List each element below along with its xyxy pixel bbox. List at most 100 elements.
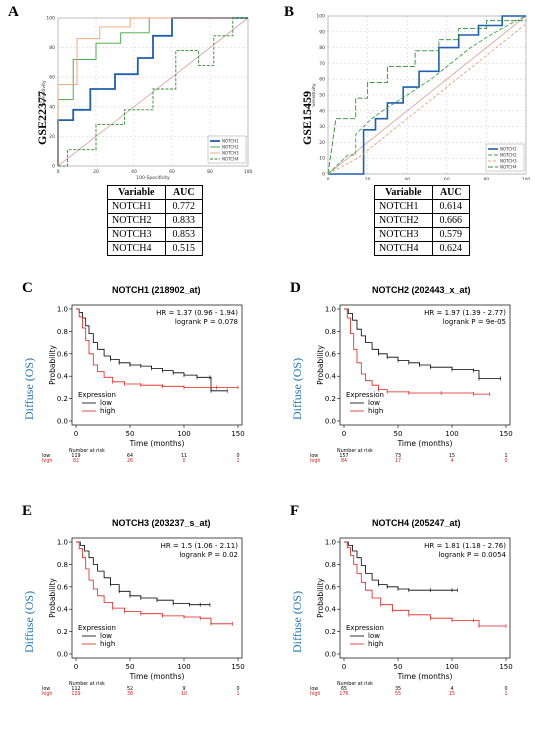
risk-count-high: 0 [182, 458, 185, 464]
risk-count-high: 10 [181, 691, 187, 697]
x-tick-label: 100 [244, 169, 253, 175]
y-axis-label: Probability [48, 578, 57, 618]
legend-entry: NOTCH4 [222, 157, 239, 162]
y-tick-label: 80 [49, 45, 55, 51]
legend-entry: NOTCH1 [222, 139, 239, 144]
risk-count-low: 1 [504, 453, 507, 459]
x-tick-label: 50 [126, 430, 135, 438]
series-line-notch2 [57, 17, 248, 166]
y-tick-label: 40 [49, 104, 55, 110]
risk-count-high: 176 [339, 691, 348, 697]
risk-count-low: 112 [71, 686, 80, 692]
legend-entry: NOTCH4 [500, 165, 517, 170]
hazard-ratio: HR = 1.37 (0.96 - 1.94) [156, 309, 238, 317]
risk-count-low: 65 [341, 686, 347, 692]
legend-entry-high: high [100, 640, 115, 648]
x-tick-label: 80 [484, 177, 490, 180]
legend-entry-high: high [368, 640, 383, 648]
roc-chart-a: 0 20 40 60 80 100 0 20 40 60 80 100 100-Specificity S… [41, 16, 253, 181]
legend-title: Expression [346, 391, 384, 399]
variable-cell: NOTCH2 [374, 213, 433, 228]
y-tick-label: 90 [319, 29, 325, 35]
series-line-notch1 [57, 17, 248, 166]
logrank-p: logrank P = 0.0054 [438, 551, 506, 559]
x-tick-label: 100 [445, 430, 458, 438]
y-tick-label: 50 [319, 93, 325, 99]
auc-header-variable: Variable [374, 185, 433, 200]
auc-header-auc: AUC [431, 185, 471, 200]
x-tick-label: 150 [231, 663, 244, 671]
legend-entry-high: high [100, 407, 115, 415]
auc-table-header: Variable AUC [374, 185, 471, 200]
risk-count-low: 4 [450, 686, 453, 692]
plot-frame [339, 537, 511, 659]
x-axis-label: Time (months) [397, 439, 453, 448]
hazard-ratio: HR = 1.5 (1.06 - 2.11) [161, 542, 239, 550]
y-tick-label: 60 [319, 77, 325, 83]
y-tick-label: 0 [52, 164, 55, 170]
risk-count-high: 15 [449, 691, 455, 697]
y-tick-label: 40 [319, 108, 325, 114]
risk-count-high: 129 [71, 691, 80, 697]
risk-count-high: 84 [341, 458, 347, 464]
y-tick-label: 0.6 [57, 350, 69, 358]
risk-count-high: 1 [236, 458, 239, 464]
risk-count-low: 9 [182, 686, 185, 692]
x-tick-label: 40 [404, 177, 410, 180]
y-tick-label: 0.0 [57, 651, 68, 659]
y-tick-label: 0 [322, 172, 325, 178]
y-tick-label: 0.2 [57, 628, 68, 636]
auc-cell: 0.772 [164, 199, 204, 214]
y-tick-label: 70 [319, 61, 325, 67]
x-tick-label: 150 [499, 663, 512, 671]
km-title-f: NOTCH4 (205247_at) [372, 518, 461, 528]
table-row: NOTCH3 0.853 [107, 227, 204, 242]
y-tick-label: 0.2 [57, 395, 68, 403]
series-line-notch2 [327, 15, 527, 175]
y-axis-label: Probability [48, 345, 57, 385]
y-tick-label: 1.0 [325, 539, 336, 547]
cohort-label-d: Diffuse (OS) [290, 357, 304, 420]
auc-cell: 0.833 [164, 213, 204, 228]
y-tick-label: 20 [319, 140, 325, 146]
series-line-notch1 [328, 15, 526, 175]
roc-chart-b: 0204060801000102030405060708090100100-Sp… [312, 14, 530, 181]
legend-entry: NOTCH3 [222, 151, 239, 156]
series-line-notch4 [327, 20, 526, 175]
legend-box [485, 143, 525, 172]
panel-letter-e: E [22, 503, 33, 519]
risk-count-low: 0 [236, 453, 239, 459]
legend-entry: NOTCH2 [500, 153, 517, 158]
auc-table-header: Variable AUC [107, 185, 204, 200]
y-axis-label: Sensitivity [312, 83, 317, 107]
risk-row-label-low: low [310, 686, 318, 692]
variable-cell: NOTCH4 [107, 241, 166, 256]
x-tick-label: 100 [177, 430, 190, 438]
risk-table-header: Number at risk [69, 448, 105, 454]
variable-cell: NOTCH1 [107, 199, 166, 214]
logrank-p: logrank P = 9e-05 [443, 318, 506, 326]
logrank-p: logrank P = 0.02 [179, 551, 238, 559]
risk-row-label-high: high [42, 691, 52, 697]
x-tick-label: 50 [394, 430, 403, 438]
y-tick-label: 0.0 [325, 651, 336, 659]
y-tick-label: 100 [316, 14, 325, 20]
auc-cell: 0.853 [164, 227, 204, 242]
legend-entry-low: low [100, 632, 112, 640]
x-tick-label: 80 [207, 169, 213, 175]
risk-row-label-high: high [42, 458, 52, 464]
cohort-label-f: Diffuse (OS) [290, 590, 304, 653]
legend-entry: NOTCH2 [222, 145, 239, 150]
risk-count-low: 119 [71, 453, 80, 459]
variable-cell: NOTCH4 [374, 241, 433, 256]
y-tick-label: 20 [49, 134, 55, 140]
panel-letter-f: F [290, 503, 300, 519]
risk-count-high: 1 [236, 691, 239, 697]
y-tick-label: 80 [319, 45, 325, 51]
plot-frame [71, 304, 243, 426]
auc-table-b: Variable AUC NOTCH1 0.614 NOTCH2 0.666 NOT… [374, 185, 471, 256]
survival-curve-high [76, 541, 233, 625]
table-row: NOTCH4 0.515 [107, 241, 204, 256]
y-tick-label: 0.6 [325, 583, 337, 591]
